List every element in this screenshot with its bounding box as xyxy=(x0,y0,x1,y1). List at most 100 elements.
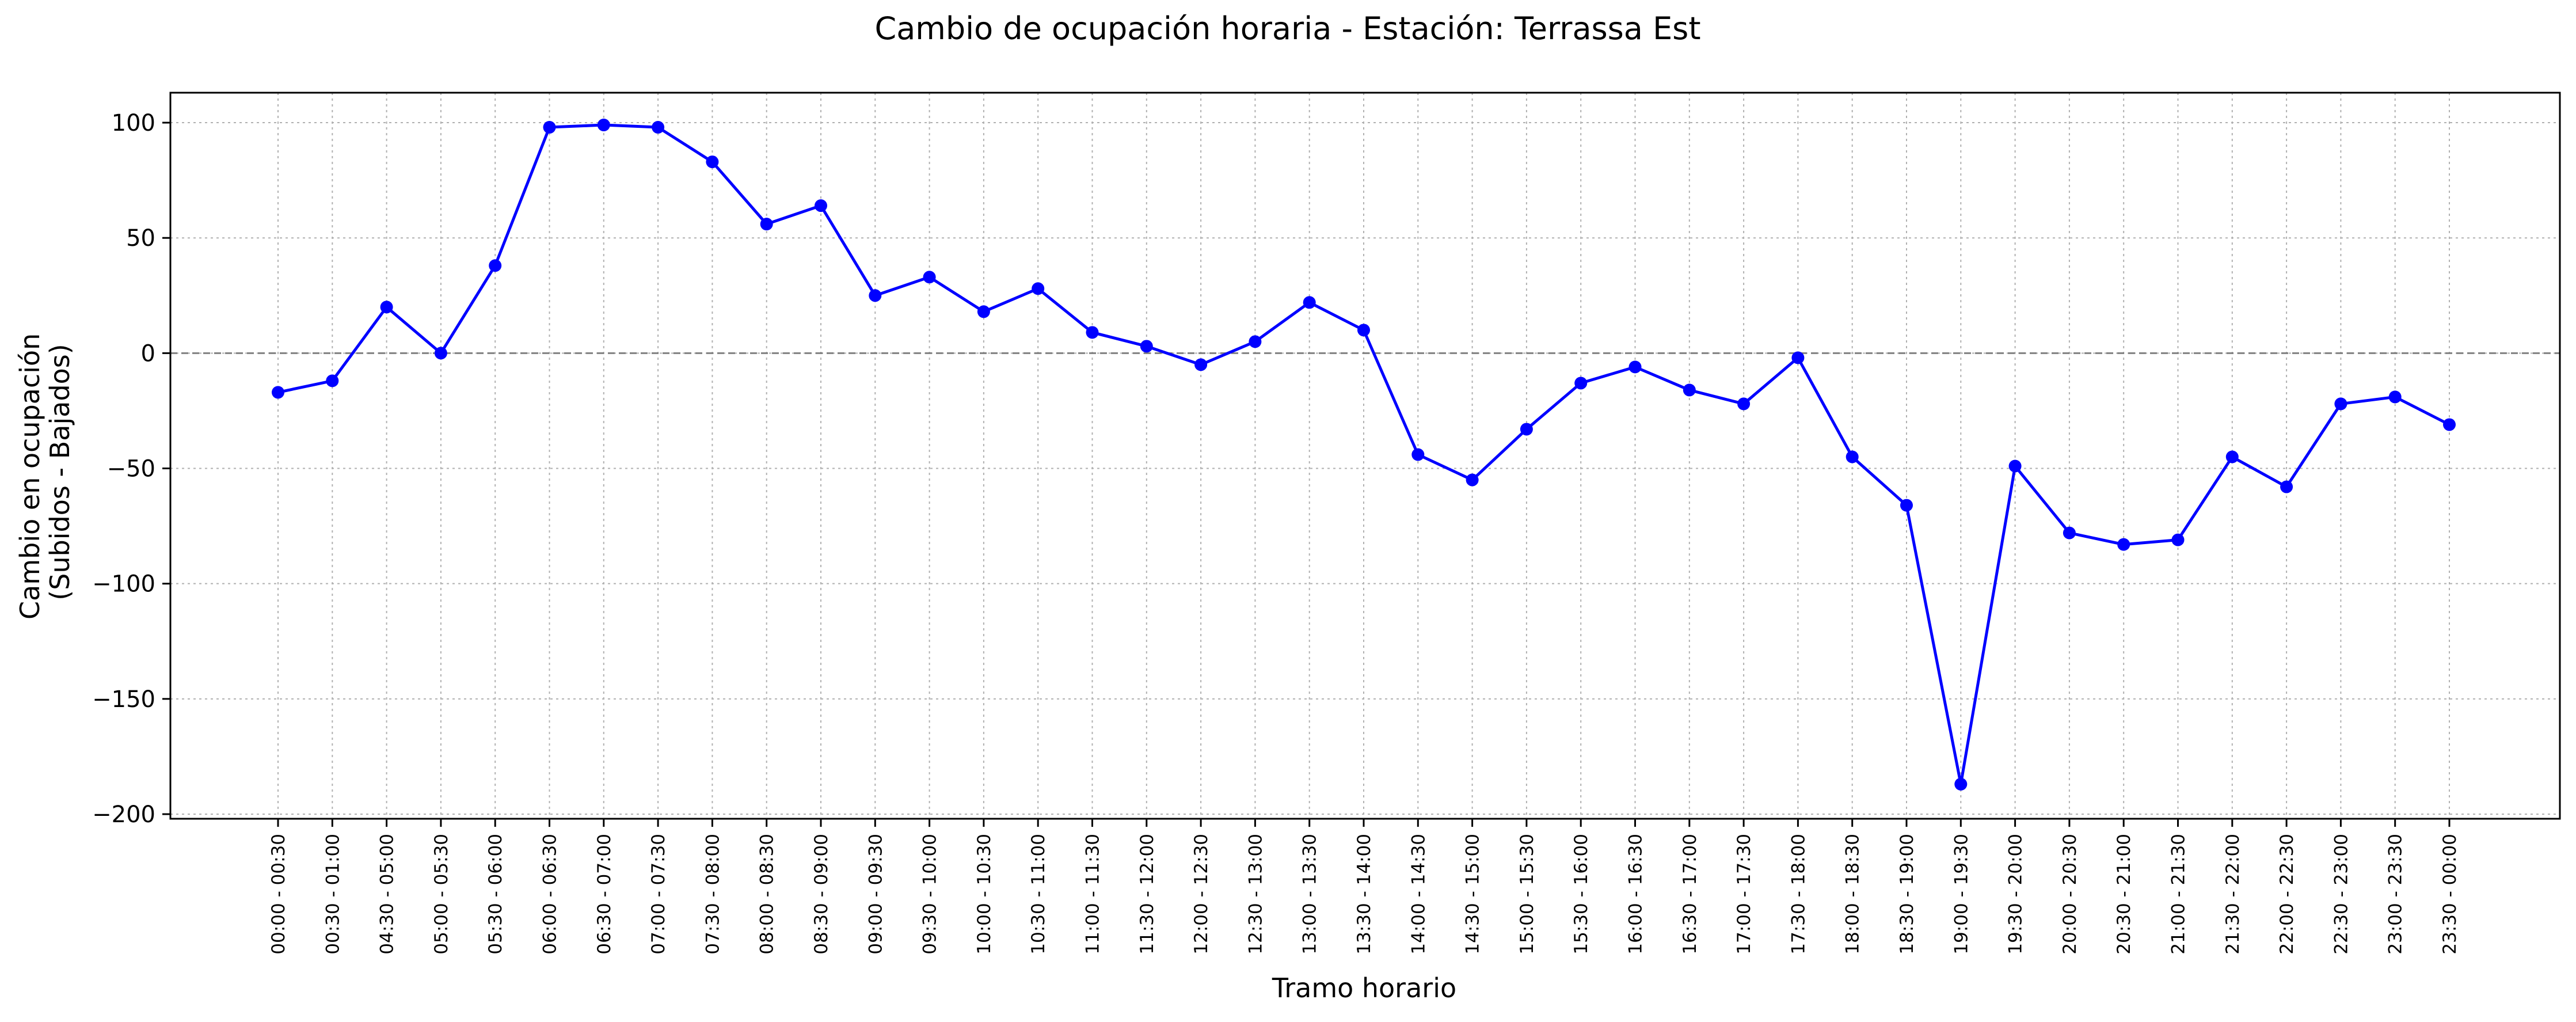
data-point xyxy=(1683,383,1696,397)
data-point xyxy=(489,259,502,272)
x-tick-label: 00:30 - 01:00 xyxy=(322,834,343,955)
data-point xyxy=(380,301,393,314)
data-point xyxy=(2225,450,2239,463)
chart-title: Cambio de ocupación horaria - Estación: … xyxy=(874,10,1700,47)
y-axis-ticks: −200 −150 −100 −50 0 50 100 xyxy=(92,110,170,828)
data-point xyxy=(1303,296,1316,309)
data-point xyxy=(923,271,936,284)
data-point xyxy=(1194,358,1208,371)
x-tick-label: 07:00 - 07:30 xyxy=(648,834,669,955)
data-point xyxy=(1791,351,1805,364)
grid-lines xyxy=(170,93,2560,819)
x-tick-label: 21:30 - 22:00 xyxy=(2223,834,2243,955)
y-tick-label: −200 xyxy=(92,801,155,828)
x-tick-label: 18:30 - 19:00 xyxy=(1897,834,1917,955)
x-tick-label: 07:30 - 08:00 xyxy=(702,834,723,955)
y-axis-label-line1: Cambio en ocupación xyxy=(14,333,45,620)
data-point xyxy=(2171,533,2185,546)
data-point xyxy=(2443,418,2456,431)
x-tick-label: 21:00 - 21:30 xyxy=(2168,834,2189,955)
y-tick-label: −50 xyxy=(107,456,155,482)
x-tick-label: 09:00 - 09:30 xyxy=(865,834,886,955)
data-point xyxy=(1900,499,1913,512)
x-tick-label: 00:00 - 00:30 xyxy=(268,834,289,955)
data-point xyxy=(2117,538,2130,551)
x-tick-label: 16:00 - 16:30 xyxy=(1626,834,1646,955)
x-tick-label: 19:00 - 19:30 xyxy=(1951,834,1972,955)
y-axis-label: Cambio en ocupación (Subidos - Bajados) xyxy=(14,325,75,620)
data-point xyxy=(1737,397,1751,411)
x-tick-label: 05:30 - 06:00 xyxy=(485,834,506,955)
x-tick-label: 13:00 - 13:30 xyxy=(1300,834,1321,955)
x-tick-label: 17:30 - 18:00 xyxy=(1788,834,1809,955)
y-tick-label: −150 xyxy=(92,686,155,713)
data-points xyxy=(272,119,2456,791)
data-point xyxy=(434,347,447,360)
x-tick-label: 09:30 - 10:00 xyxy=(920,834,941,955)
x-tick-label: 04:30 - 05:00 xyxy=(377,834,398,955)
y-tick-label: −100 xyxy=(92,571,155,598)
data-point xyxy=(1411,448,1425,461)
x-tick-label: 13:30 - 14:00 xyxy=(1354,834,1375,955)
data-point xyxy=(2008,459,2022,473)
data-point xyxy=(1574,377,1588,390)
x-tick-label: 22:30 - 23:00 xyxy=(2331,834,2351,955)
data-point xyxy=(1628,360,1642,374)
data-point xyxy=(2063,526,2076,540)
x-tick-label: 10:00 - 10:30 xyxy=(974,834,995,955)
x-tick-label: 22:00 - 22:30 xyxy=(2277,834,2297,955)
data-point xyxy=(2334,397,2347,411)
data-point xyxy=(272,386,284,399)
data-point xyxy=(597,119,610,132)
x-tick-label: 20:00 - 20:30 xyxy=(2060,834,2080,955)
x-tick-label: 15:30 - 16:00 xyxy=(1571,834,1592,955)
x-tick-label: 23:00 - 23:30 xyxy=(2385,834,2406,955)
data-point xyxy=(977,305,990,318)
data-point xyxy=(1357,324,1370,337)
x-tick-label: 15:00 - 15:30 xyxy=(1517,834,1538,955)
x-tick-label: 06:00 - 06:30 xyxy=(540,834,561,955)
x-tick-label: 08:00 - 08:30 xyxy=(757,834,778,955)
x-tick-label: 11:00 - 11:30 xyxy=(1083,834,1104,955)
y-tick-label: 0 xyxy=(141,340,155,367)
data-point xyxy=(815,199,827,212)
y-tick-label: 100 xyxy=(112,110,155,136)
data-point xyxy=(326,374,339,387)
x-tick-label: 08:30 - 09:00 xyxy=(811,834,832,955)
x-tick-label: 05:00 - 05:30 xyxy=(431,834,452,955)
data-point xyxy=(543,121,556,134)
x-tick-label: 20:30 - 21:00 xyxy=(2114,834,2134,955)
data-point xyxy=(1140,340,1153,353)
x-tick-label: 11:30 - 12:00 xyxy=(1137,834,1158,955)
data-point xyxy=(869,289,882,302)
x-tick-label: 18:00 - 18:30 xyxy=(1843,834,1863,955)
x-tick-label: 17:00 - 17:30 xyxy=(1734,834,1755,955)
x-axis-label: Tramo horario xyxy=(1272,972,1456,1004)
data-point xyxy=(1520,423,1533,436)
data-point xyxy=(652,121,665,134)
x-tick-label: 06:30 - 07:00 xyxy=(594,834,615,955)
x-tick-label: 14:00 - 14:30 xyxy=(1408,834,1429,955)
x-axis-ticks: 00:00 - 00:30 00:30 - 01:00 04:30 - 05:00 0… xyxy=(268,819,2460,955)
x-tick-label: 12:00 - 12:30 xyxy=(1191,834,1212,955)
data-point xyxy=(1032,282,1045,295)
x-tick-label: 19:30 - 20:00 xyxy=(2006,834,2026,955)
x-tick-label: 10:30 - 11:00 xyxy=(1028,834,1049,955)
data-point xyxy=(2388,390,2402,404)
y-axis-label-line2: (Subidos - Bajados) xyxy=(44,344,75,600)
x-tick-label: 16:30 - 17:00 xyxy=(1680,834,1700,955)
x-tick-label: 12:30 - 13:00 xyxy=(1245,834,1266,955)
data-point xyxy=(1954,777,1968,791)
data-point xyxy=(706,155,719,169)
x-tick-label: 23:30 - 00:00 xyxy=(2440,834,2460,955)
data-point xyxy=(2280,480,2293,493)
data-point xyxy=(1249,335,1262,348)
y-tick-label: 50 xyxy=(126,225,155,252)
data-point xyxy=(1846,450,1859,463)
x-tick-label: 14:30 - 15:00 xyxy=(1463,834,1483,955)
series-line xyxy=(277,123,2451,786)
data-point xyxy=(1086,326,1099,339)
data-point xyxy=(760,218,773,231)
